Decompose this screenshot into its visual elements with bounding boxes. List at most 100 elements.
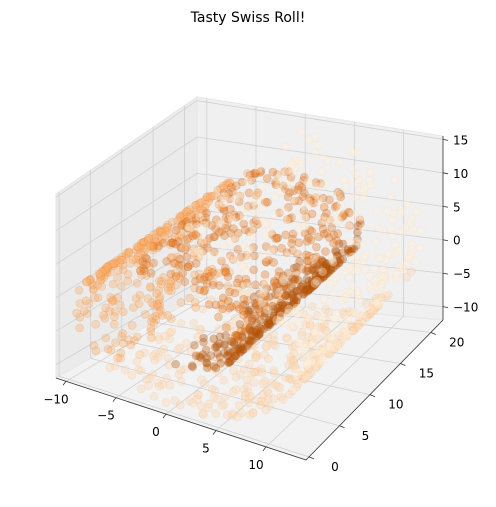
scatter-point (154, 227, 163, 237)
scatter-point (334, 331, 344, 340)
scatter-point (158, 234, 167, 244)
scatter-point (310, 133, 319, 142)
scatter-point (170, 232, 180, 242)
scatter-point (291, 156, 300, 165)
scatter-point (175, 232, 184, 241)
scatter-point (245, 322, 255, 332)
scatter-point (252, 331, 262, 341)
scatter-point (334, 239, 344, 248)
scatter-point (164, 360, 174, 370)
scatter-point (271, 234, 281, 243)
scatter-point (126, 340, 136, 350)
grid-line-y (121, 148, 370, 396)
scatter-point (119, 339, 128, 348)
scatter-point (193, 332, 203, 342)
scatter-point (232, 330, 241, 340)
scatter-point (289, 357, 299, 367)
scatter-point (402, 272, 411, 282)
scatter-point (332, 236, 342, 245)
scatter-point (344, 272, 353, 282)
scatter-point (219, 188, 229, 198)
scatter-point (167, 327, 176, 336)
scatter-point (262, 386, 272, 396)
scatter-point (312, 265, 322, 274)
scatter-point (287, 375, 297, 385)
scatter-point (361, 313, 371, 323)
scatter-point (240, 336, 250, 346)
scatter-point (311, 271, 321, 280)
scatter-point (244, 307, 254, 317)
scatter-point (353, 234, 362, 244)
scatter-point (239, 260, 249, 270)
scatter-point (185, 233, 194, 243)
scatter-point (238, 306, 248, 316)
scatter-point (308, 357, 318, 367)
scatter-point (146, 282, 155, 292)
scatter-point (211, 270, 220, 279)
scatter-point (264, 354, 273, 364)
scatter-point (302, 285, 311, 294)
scatter-point (314, 322, 323, 332)
grid-line-z (55, 245, 444, 332)
scatter-point (326, 265, 336, 275)
scatter-point (209, 362, 219, 371)
scatter-point (225, 194, 234, 204)
scatter-point (228, 337, 237, 347)
scatter-point (234, 197, 244, 206)
scatter-point (233, 354, 243, 364)
scatter-point (285, 188, 294, 197)
scatter-point (314, 302, 324, 312)
scatter-point (84, 299, 94, 309)
scatter-point (189, 319, 198, 328)
scatter-point (281, 373, 290, 382)
scatter-point (348, 326, 357, 336)
scatter-point (136, 243, 145, 253)
scatter-point (271, 380, 280, 390)
scatter-point (328, 277, 338, 286)
scatter-point (217, 401, 227, 411)
scatter-point (304, 364, 314, 374)
scatter-point (157, 227, 166, 237)
scatter-point (269, 336, 279, 346)
scatter-point (239, 212, 249, 221)
scatter-point (221, 267, 230, 276)
chart-title: Tasty Swiss Roll! (190, 10, 306, 26)
scatter-point (357, 317, 367, 327)
scatter-point (101, 267, 110, 277)
scatter-point (195, 352, 204, 361)
scatter-point (191, 206, 201, 215)
scatter-point (261, 232, 271, 241)
scatter-point (234, 335, 243, 344)
scatter-point (229, 210, 239, 220)
scatter-point (155, 302, 164, 312)
scatter-point (110, 320, 119, 329)
scatter-point (263, 318, 272, 328)
scatter-point (194, 252, 203, 262)
scatter-point (257, 191, 267, 200)
scatter-point (226, 321, 235, 331)
scatter-point (319, 229, 329, 239)
scatter-point (220, 392, 230, 402)
scatter-point (224, 180, 233, 190)
scatter-point (283, 334, 292, 344)
scatter-point (226, 204, 235, 214)
scatter-point (254, 304, 263, 314)
scatter-point (254, 329, 264, 339)
scatter-point (338, 239, 348, 249)
scatter-point (199, 410, 208, 419)
scatter-point (197, 198, 206, 207)
scatter-point (258, 390, 268, 400)
scatter-point (142, 375, 151, 384)
scatter-point (75, 312, 85, 322)
scatter-point (235, 370, 245, 379)
scatter-point (339, 319, 349, 329)
grid-line-y (58, 191, 310, 458)
scatter-point (266, 298, 276, 308)
z-tick-mark (442, 138, 449, 141)
scatter-point (208, 280, 218, 290)
scatter-point (316, 345, 326, 355)
scatter-point (202, 358, 212, 368)
scatter-point (240, 327, 250, 336)
scatter-point (236, 346, 246, 355)
scatter-point (148, 313, 157, 323)
